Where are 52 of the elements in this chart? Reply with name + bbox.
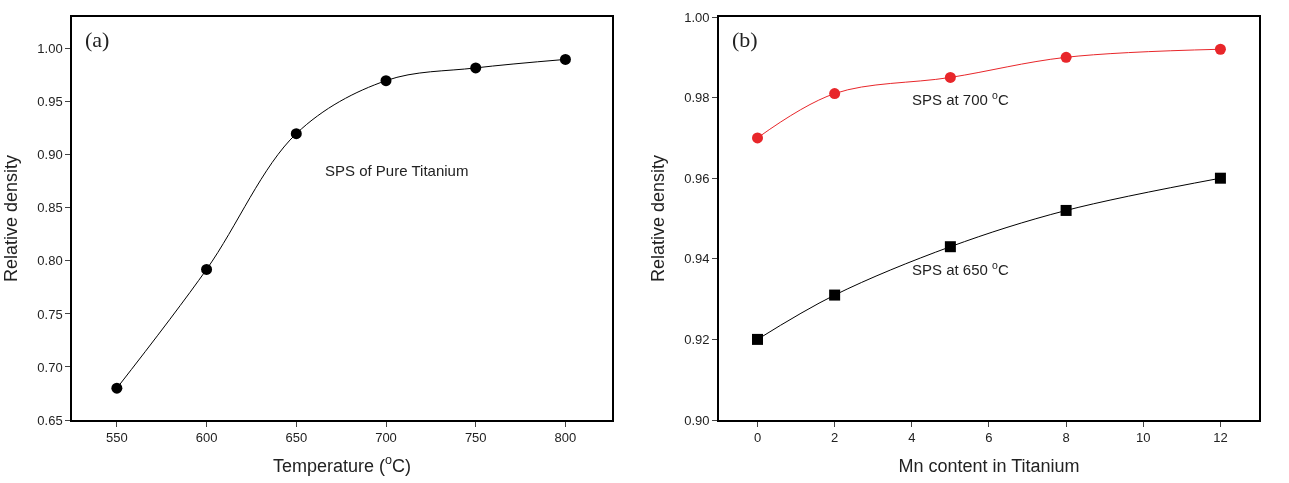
x-tick-label: 550 (106, 430, 128, 446)
y-tick-label: 0.90 (37, 147, 63, 163)
y-tick-label: 0.90 (684, 412, 710, 428)
x-axis-title: Temperature ($^{o}$C) (273, 453, 412, 476)
point (752, 132, 763, 144)
x-tick-label: 800 (554, 430, 577, 446)
series-label: SPS at 700 $^{o}$C (912, 89, 1009, 109)
x-tick-label: 8 (1062, 430, 1070, 446)
annotation: (b) (732, 27, 758, 52)
point (1214, 43, 1226, 55)
y-tick-label: 0.70 (37, 359, 63, 375)
y-tick-label: 1.00 (684, 9, 710, 25)
annotation: SPS of Pure Titanium (325, 162, 469, 179)
x-axis-title: Mn content in Titanium (898, 455, 1080, 476)
point (290, 128, 302, 140)
y-tick-label: 0.95 (37, 94, 63, 110)
series-label: SPS at 650 $^{o}$C (912, 259, 1009, 279)
y-tick-label: 0.92 (684, 331, 710, 347)
point (1060, 204, 1072, 216)
x-tick-label: 750 (464, 430, 487, 446)
point (829, 289, 841, 301)
y-tick-label: 0.75 (37, 306, 63, 322)
y-tick-label: 0.65 (37, 412, 63, 428)
x-tick-label: 700 (375, 430, 397, 446)
x-tick-label: 10 (1136, 430, 1151, 446)
point (111, 382, 123, 394)
y-tick-label: 0.85 (37, 200, 63, 216)
point (1060, 51, 1072, 63)
y-tick-label: 0.80 (37, 253, 63, 269)
point (944, 241, 956, 253)
point (470, 62, 482, 74)
y-tick-label: 0.98 (684, 90, 710, 106)
point (201, 263, 213, 275)
y-tick-label: 1.00 (37, 41, 63, 57)
x-tick-label: 12 (1213, 430, 1228, 446)
point (829, 88, 841, 100)
y-axis-title: Relative density (1, 154, 22, 283)
point (559, 53, 571, 65)
x-tick-label: 0 (753, 430, 762, 446)
point (751, 333, 763, 345)
point (380, 75, 392, 87)
x-tick-label: 650 (285, 430, 308, 446)
x-tick-label: 4 (908, 430, 916, 446)
x-tick-label: 6 (985, 430, 993, 446)
point (944, 71, 956, 83)
x-tick-label: 2 (831, 430, 839, 446)
y-axis-title: Relative density (647, 154, 668, 283)
y-tick-label: 0.94 (684, 251, 710, 267)
x-tick-label: 600 (195, 430, 218, 446)
y-tick-label: 0.96 (684, 170, 710, 186)
annotation: (a) (85, 27, 110, 52)
point (1214, 172, 1226, 184)
